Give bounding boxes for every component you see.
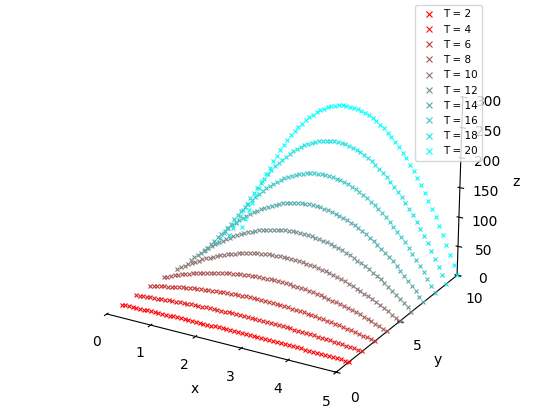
X-axis label: x: x	[191, 382, 199, 396]
Legend: T = 2, T = 4, T = 6, T = 8, T = 10, T = 12, T = 14, T = 16, T = 18, T = 20: T = 2, T = 4, T = 6, T = 8, T = 10, T = …	[415, 5, 482, 160]
Y-axis label: y: y	[433, 353, 442, 367]
